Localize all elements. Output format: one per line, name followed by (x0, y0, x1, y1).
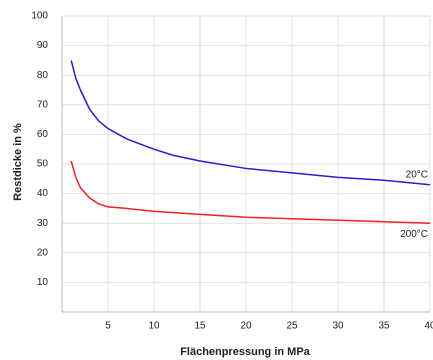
y-tick-label: 60 (37, 129, 49, 140)
series-label: 200°C (400, 229, 428, 240)
x-tick-label: 20 (240, 321, 252, 332)
y-tick-label: 80 (37, 70, 49, 81)
x-tick-label: 15 (194, 321, 206, 332)
x-tick-label: 40 (424, 321, 433, 332)
x-tick-label: 30 (332, 321, 344, 332)
x-tick-label: 25 (286, 321, 298, 332)
line (70, 60, 431, 186)
y-tick-label: 100 (31, 11, 48, 22)
y-tick-label: 40 (37, 188, 49, 199)
y-axis-label: Restdicke in % (12, 123, 24, 201)
y-tick-label: 10 (37, 277, 49, 288)
y-tick-label: 30 (37, 218, 49, 229)
x-tick-label: 10 (148, 321, 160, 332)
y-tick-label: 90 (37, 40, 49, 51)
y-tick-label: 70 (37, 99, 49, 110)
series-label: 20°C (406, 169, 428, 180)
x-tick-label: 35 (378, 321, 390, 332)
line (70, 160, 431, 224)
y-tick-label: 20 (37, 247, 49, 258)
y-tick-label: 50 (37, 159, 49, 170)
x-axis-label: Flächenpressung in MPa (180, 346, 310, 358)
x-tick-label: 5 (105, 321, 111, 332)
